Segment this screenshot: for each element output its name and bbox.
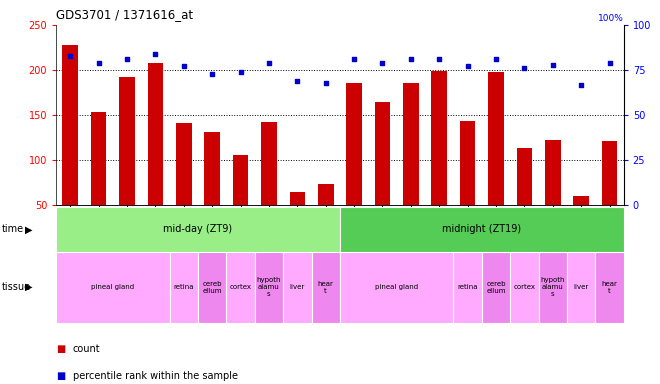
Bar bbox=[205, 132, 220, 205]
Text: ▶: ▶ bbox=[25, 282, 32, 292]
Bar bbox=[545, 139, 560, 205]
Point bbox=[178, 63, 189, 70]
Bar bbox=[340, 207, 624, 252]
Bar bbox=[198, 252, 226, 323]
Bar bbox=[539, 252, 567, 323]
Bar bbox=[148, 63, 163, 205]
Bar bbox=[488, 72, 504, 205]
Point bbox=[519, 65, 529, 71]
Point bbox=[121, 56, 132, 62]
Point bbox=[490, 56, 501, 62]
Text: retina: retina bbox=[174, 284, 194, 290]
Bar bbox=[170, 252, 198, 323]
Text: mid-day (ZT9): mid-day (ZT9) bbox=[164, 224, 232, 235]
Bar bbox=[595, 252, 624, 323]
Bar bbox=[261, 121, 277, 205]
Text: count: count bbox=[73, 344, 100, 354]
Point bbox=[405, 56, 416, 62]
Bar bbox=[517, 148, 532, 205]
Bar bbox=[63, 45, 78, 205]
Bar bbox=[574, 195, 589, 205]
Text: pineal gland: pineal gland bbox=[375, 284, 418, 290]
Bar bbox=[482, 252, 510, 323]
Text: cortex: cortex bbox=[230, 284, 251, 290]
Text: time: time bbox=[1, 224, 24, 235]
Text: cortex: cortex bbox=[513, 284, 535, 290]
Bar bbox=[226, 252, 255, 323]
Bar bbox=[255, 252, 283, 323]
Bar bbox=[432, 71, 447, 205]
Bar bbox=[290, 192, 305, 205]
Bar bbox=[318, 184, 333, 205]
Point bbox=[462, 63, 473, 70]
Bar bbox=[375, 102, 390, 205]
Point bbox=[235, 69, 246, 75]
Point bbox=[207, 71, 217, 77]
Text: GDS3701 / 1371616_at: GDS3701 / 1371616_at bbox=[56, 8, 193, 21]
Text: ▶: ▶ bbox=[25, 224, 32, 235]
Text: ■: ■ bbox=[56, 344, 65, 354]
Text: cereb
ellum: cereb ellum bbox=[203, 281, 222, 293]
Point bbox=[377, 60, 387, 66]
Text: liver: liver bbox=[290, 284, 305, 290]
Text: liver: liver bbox=[574, 284, 589, 290]
Text: ■: ■ bbox=[56, 371, 65, 381]
Point bbox=[604, 60, 614, 66]
Point bbox=[348, 56, 359, 62]
Point bbox=[434, 56, 444, 62]
Bar bbox=[56, 207, 340, 252]
Text: cereb
ellum: cereb ellum bbox=[486, 281, 506, 293]
Point bbox=[547, 61, 558, 68]
Bar bbox=[510, 252, 539, 323]
Text: 100%: 100% bbox=[598, 14, 624, 23]
Point bbox=[94, 60, 104, 66]
Bar bbox=[403, 83, 418, 205]
Text: tissue: tissue bbox=[1, 282, 30, 292]
Text: retina: retina bbox=[457, 284, 478, 290]
Text: percentile rank within the sample: percentile rank within the sample bbox=[73, 371, 238, 381]
Bar bbox=[346, 83, 362, 205]
Point bbox=[150, 51, 160, 57]
Bar bbox=[312, 252, 340, 323]
Point bbox=[263, 60, 274, 66]
Bar bbox=[283, 252, 312, 323]
Bar bbox=[460, 121, 475, 205]
Bar bbox=[233, 155, 248, 205]
Bar bbox=[340, 252, 453, 323]
Bar bbox=[176, 123, 191, 205]
Bar bbox=[453, 252, 482, 323]
Bar bbox=[567, 252, 595, 323]
Text: midnight (ZT19): midnight (ZT19) bbox=[442, 224, 521, 235]
Point bbox=[320, 79, 331, 86]
Text: hear
t: hear t bbox=[601, 281, 618, 293]
Text: hypoth
alamu
s: hypoth alamu s bbox=[257, 277, 281, 297]
Point bbox=[576, 81, 586, 88]
Text: pineal gland: pineal gland bbox=[91, 284, 135, 290]
Text: hypoth
alamu
s: hypoth alamu s bbox=[541, 277, 565, 297]
Bar bbox=[602, 141, 617, 205]
Point bbox=[65, 53, 75, 59]
Text: hear
t: hear t bbox=[317, 281, 334, 293]
Point bbox=[292, 78, 302, 84]
Bar bbox=[119, 77, 135, 205]
Bar bbox=[56, 252, 170, 323]
Bar bbox=[91, 112, 106, 205]
